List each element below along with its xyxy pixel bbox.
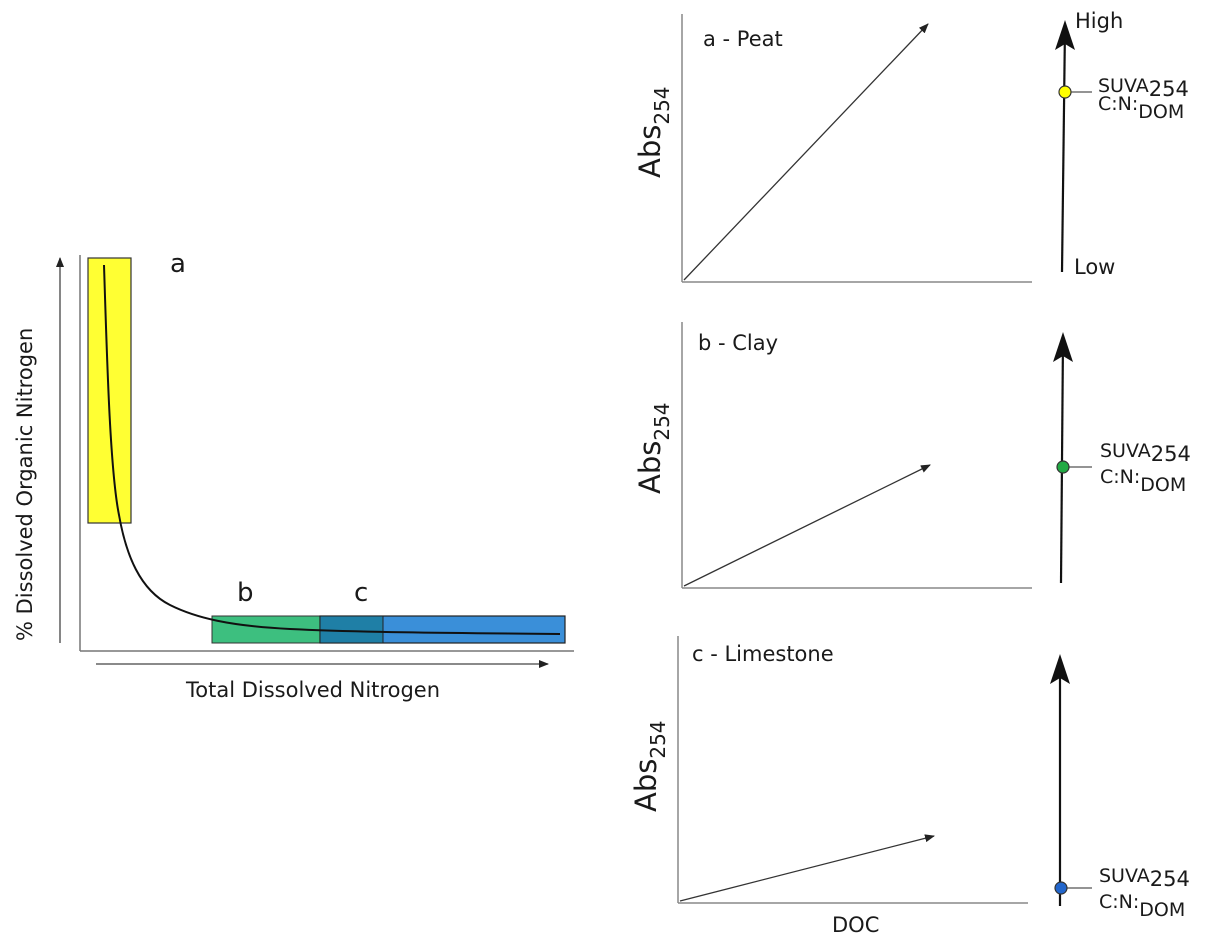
scale-high-label: High [1075,9,1123,33]
panel-a-y-label: Abs254 [633,86,674,178]
panel-b-suva-label: SUVA254 [1100,440,1191,466]
panel-a-level-marker [1058,85,1072,99]
panel-c-trend-arrow [679,834,935,902]
panel-a-trend-arrow [683,23,929,281]
scale-low-label: Low [1074,255,1115,279]
panel-a-cn-label: C:N:DOM [1098,93,1184,123]
region-c-label: c [354,578,368,608]
region-bc-overlap [319,615,384,644]
panel-a-title: a - Peat [703,27,783,51]
panel-c-cn-label: C:N:DOM [1099,891,1185,921]
panel-a-suva-label: SUVA254 [1098,75,1189,101]
panel-c-x-label: DOC [832,913,879,935]
region-a-label: a [170,249,186,279]
region-b-label: b [237,578,254,608]
panel-peat: a - Peat Abs254 High Low SUVA254 C:N:DOM [633,9,1189,283]
panel-clay: b - Clay Abs254 SUVA254 C:N:DOM [633,322,1191,589]
panel-c-level-marker [1054,881,1068,895]
left-x-axis-label: Total Dissolved Nitrogen [185,678,440,702]
dissolved-nitrogen-curve [103,264,561,635]
panel-a-scale-arrow [1055,20,1075,273]
panel-limestone: c - Limestone Abs254 DOC SUVA254 C:N:DOM [629,636,1190,935]
panel-c-title: c - Limestone [692,642,834,666]
region-a-box [87,257,132,524]
panel-b-y-label: Abs254 [633,402,674,494]
left-y-axis-label: % Dissolved Organic Nitrogen [13,328,37,641]
panel-b-cn-label: C:N:DOM [1100,466,1186,496]
panel-b-title: b - Clay [698,331,778,355]
panel-c-suva-label: SUVA254 [1099,865,1190,891]
panel-c-y-label: Abs254 [629,720,670,812]
left-diagram: a b c Total Dissolved Nitrogen % Dissolv… [13,249,574,702]
panel-b-trend-arrow [683,464,931,587]
panel-b-level-marker [1056,460,1070,474]
